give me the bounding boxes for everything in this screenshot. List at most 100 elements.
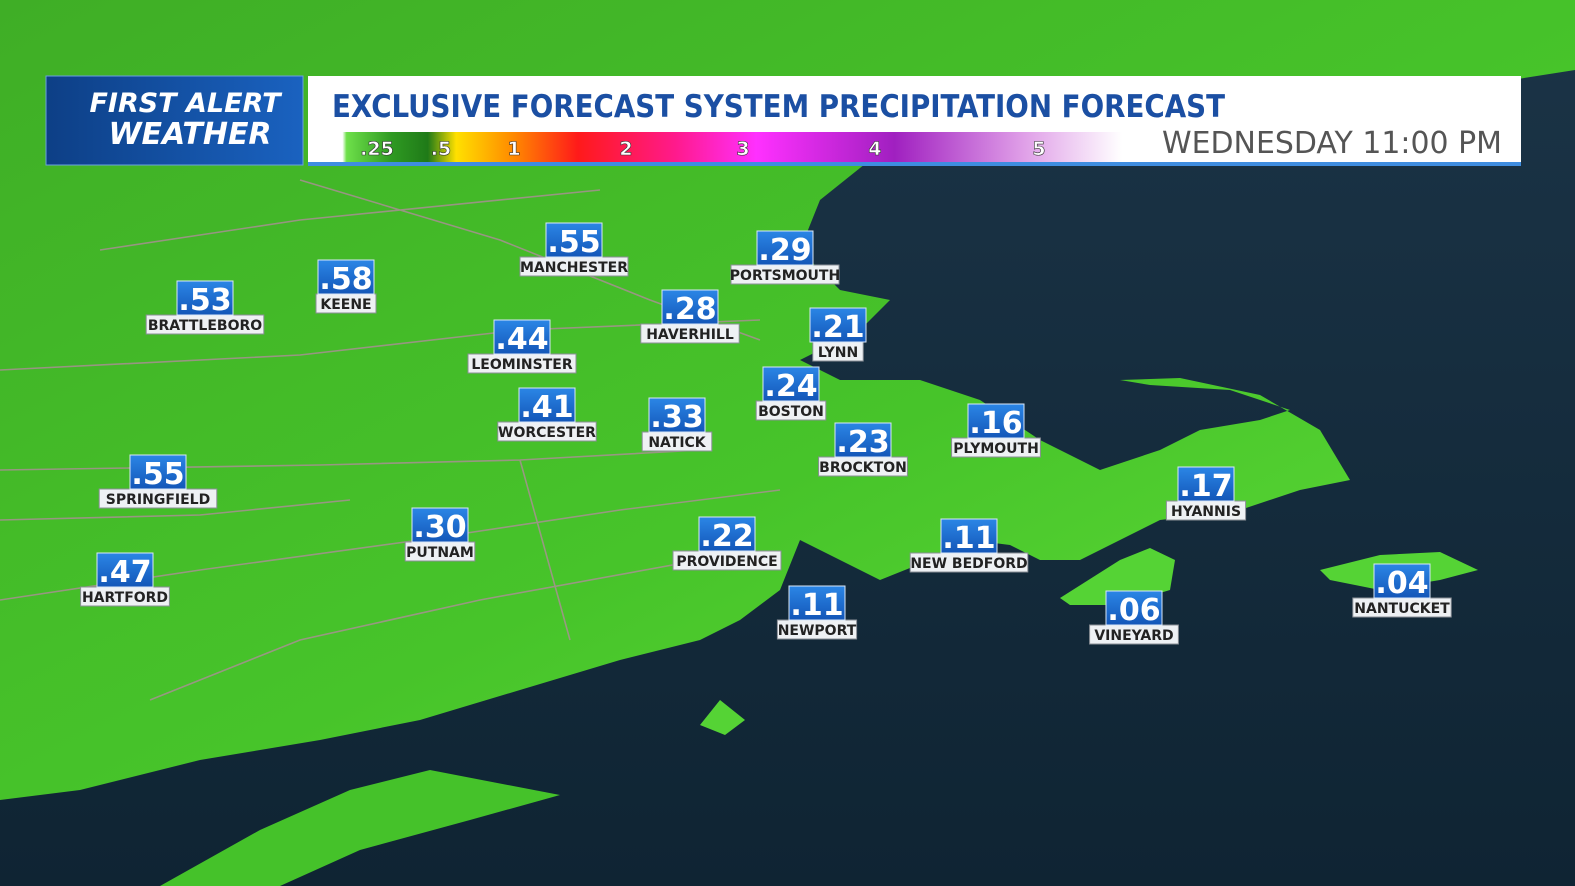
city-value-box [176, 280, 234, 316]
city-value-box [129, 454, 187, 490]
city-value-box [809, 307, 867, 343]
city-value-box [698, 516, 756, 552]
city-label: WORCESTER.41 [497, 387, 597, 442]
city-value-box [493, 319, 551, 355]
logo: FIRST ALERT WEATHER [45, 75, 304, 166]
city-name: BOSTON [758, 404, 824, 420]
city-name: VINEYARD [1094, 628, 1173, 644]
city-value-box [967, 403, 1025, 439]
city-value: .53 [178, 283, 231, 318]
logo-line2: WEATHER [108, 117, 271, 152]
header-time: WEDNESDAY 11:00 PM [1162, 126, 1502, 161]
city-value-box [661, 289, 719, 325]
city-value: .21 [811, 310, 864, 345]
city-label: LEOMINSTER.44 [467, 319, 577, 374]
city-value: .29 [758, 233, 811, 268]
city-name: WORCESTER [498, 425, 596, 441]
city-value: .11 [942, 521, 995, 556]
city-name: HARTFORD [82, 590, 168, 606]
city-label: MANCHESTER.55 [519, 222, 629, 277]
city-label: PROVIDENCE.22 [672, 516, 782, 571]
city-name: PUTNAM [406, 545, 474, 561]
city-name: MANCHESTER [520, 260, 628, 276]
city-label: HARTFORD.47 [80, 552, 170, 607]
city-value: .47 [98, 555, 151, 590]
city-name: PLYMOUTH [953, 441, 1039, 457]
city-name: PORTSMOUTH [730, 268, 840, 284]
legend-label: .25 [360, 138, 394, 160]
city-label: BOSTON.24 [755, 366, 827, 421]
logo-box [45, 75, 304, 166]
header: EXCLUSIVE FORECAST SYSTEM PRECIPITATION … [308, 76, 1521, 166]
city-label: PORTSMOUTH.29 [730, 230, 840, 285]
island-long-island [160, 770, 560, 886]
city-value-box [317, 259, 375, 295]
city-label: SPRINGFIELD.55 [98, 454, 218, 509]
city-label: BRATTLEBORO.53 [145, 280, 265, 335]
island-block [700, 700, 745, 735]
city-name: HAVERHILL [646, 327, 734, 343]
city-label: NEWPORT.11 [776, 585, 858, 640]
city-name: BRATTLEBORO [148, 318, 262, 334]
city-name: NATICK [648, 435, 706, 451]
city-name: NEW BEDFORD [910, 556, 1027, 572]
city-name: PROVIDENCE [676, 554, 777, 570]
city-value: .28 [663, 292, 716, 327]
city-value-box [788, 585, 846, 621]
city-value-box [96, 552, 154, 588]
city-label: NANTUCKET.04 [1352, 563, 1452, 618]
city-value: .04 [1375, 566, 1428, 601]
city-label: LYNN.21 [809, 307, 867, 362]
legend-label: 3 [736, 138, 749, 160]
city-value: .17 [1179, 469, 1232, 504]
city-value: .06 [1107, 593, 1160, 628]
city-name: LYNN [818, 345, 858, 361]
city-value: .16 [969, 406, 1022, 441]
city-value: .55 [547, 225, 600, 260]
city-value-box [762, 366, 820, 402]
city-value: .58 [319, 262, 372, 297]
city-value-box [834, 422, 892, 458]
city-name: HYANNIS [1171, 504, 1241, 520]
city-label: NEW BEDFORD.11 [909, 518, 1029, 573]
city-value-box [518, 387, 576, 423]
city-label: NATICK.33 [641, 397, 713, 452]
city-value: .23 [836, 425, 889, 460]
legend-scale [310, 132, 1122, 162]
city-value: .24 [764, 369, 817, 404]
city-label: KEENE.58 [315, 259, 377, 314]
legend-label: 4 [868, 138, 881, 160]
legend-label: 1 [507, 138, 520, 160]
city-value-box [940, 518, 998, 554]
city-value-box [756, 230, 814, 266]
city-value: .30 [413, 510, 466, 545]
city-value-box [648, 397, 706, 433]
city-label: PUTNAM.30 [404, 507, 476, 562]
city-value: .44 [495, 322, 548, 357]
city-value: .22 [700, 519, 753, 554]
city-label: BROCKTON.23 [818, 422, 908, 477]
city-name: SPRINGFIELD [106, 492, 210, 508]
city-name: NEWPORT [778, 623, 857, 639]
city-name: NANTUCKET [1354, 601, 1450, 617]
logo-line1: FIRST ALERT [89, 88, 283, 119]
city-label: HYANNIS.17 [1165, 466, 1247, 521]
legend-label: 2 [619, 138, 632, 160]
city-label: HAVERHILL.28 [640, 289, 740, 344]
city-name: KEENE [320, 297, 371, 313]
city-value: .41 [520, 390, 573, 425]
city-value: .33 [650, 400, 703, 435]
city-name: BROCKTON [819, 460, 907, 476]
header-rule [308, 162, 1521, 166]
city-label: VINEYARD.06 [1089, 590, 1179, 645]
city-value-box [1373, 563, 1431, 599]
city-value-box [545, 222, 603, 258]
city-value-box [1105, 590, 1163, 626]
city-value-box [411, 507, 469, 543]
header-title: EXCLUSIVE FORECAST SYSTEM PRECIPITATION … [332, 89, 1225, 125]
city-value-box [1177, 466, 1235, 502]
city-value: .55 [131, 457, 184, 492]
legend-label: .5 [431, 138, 451, 160]
